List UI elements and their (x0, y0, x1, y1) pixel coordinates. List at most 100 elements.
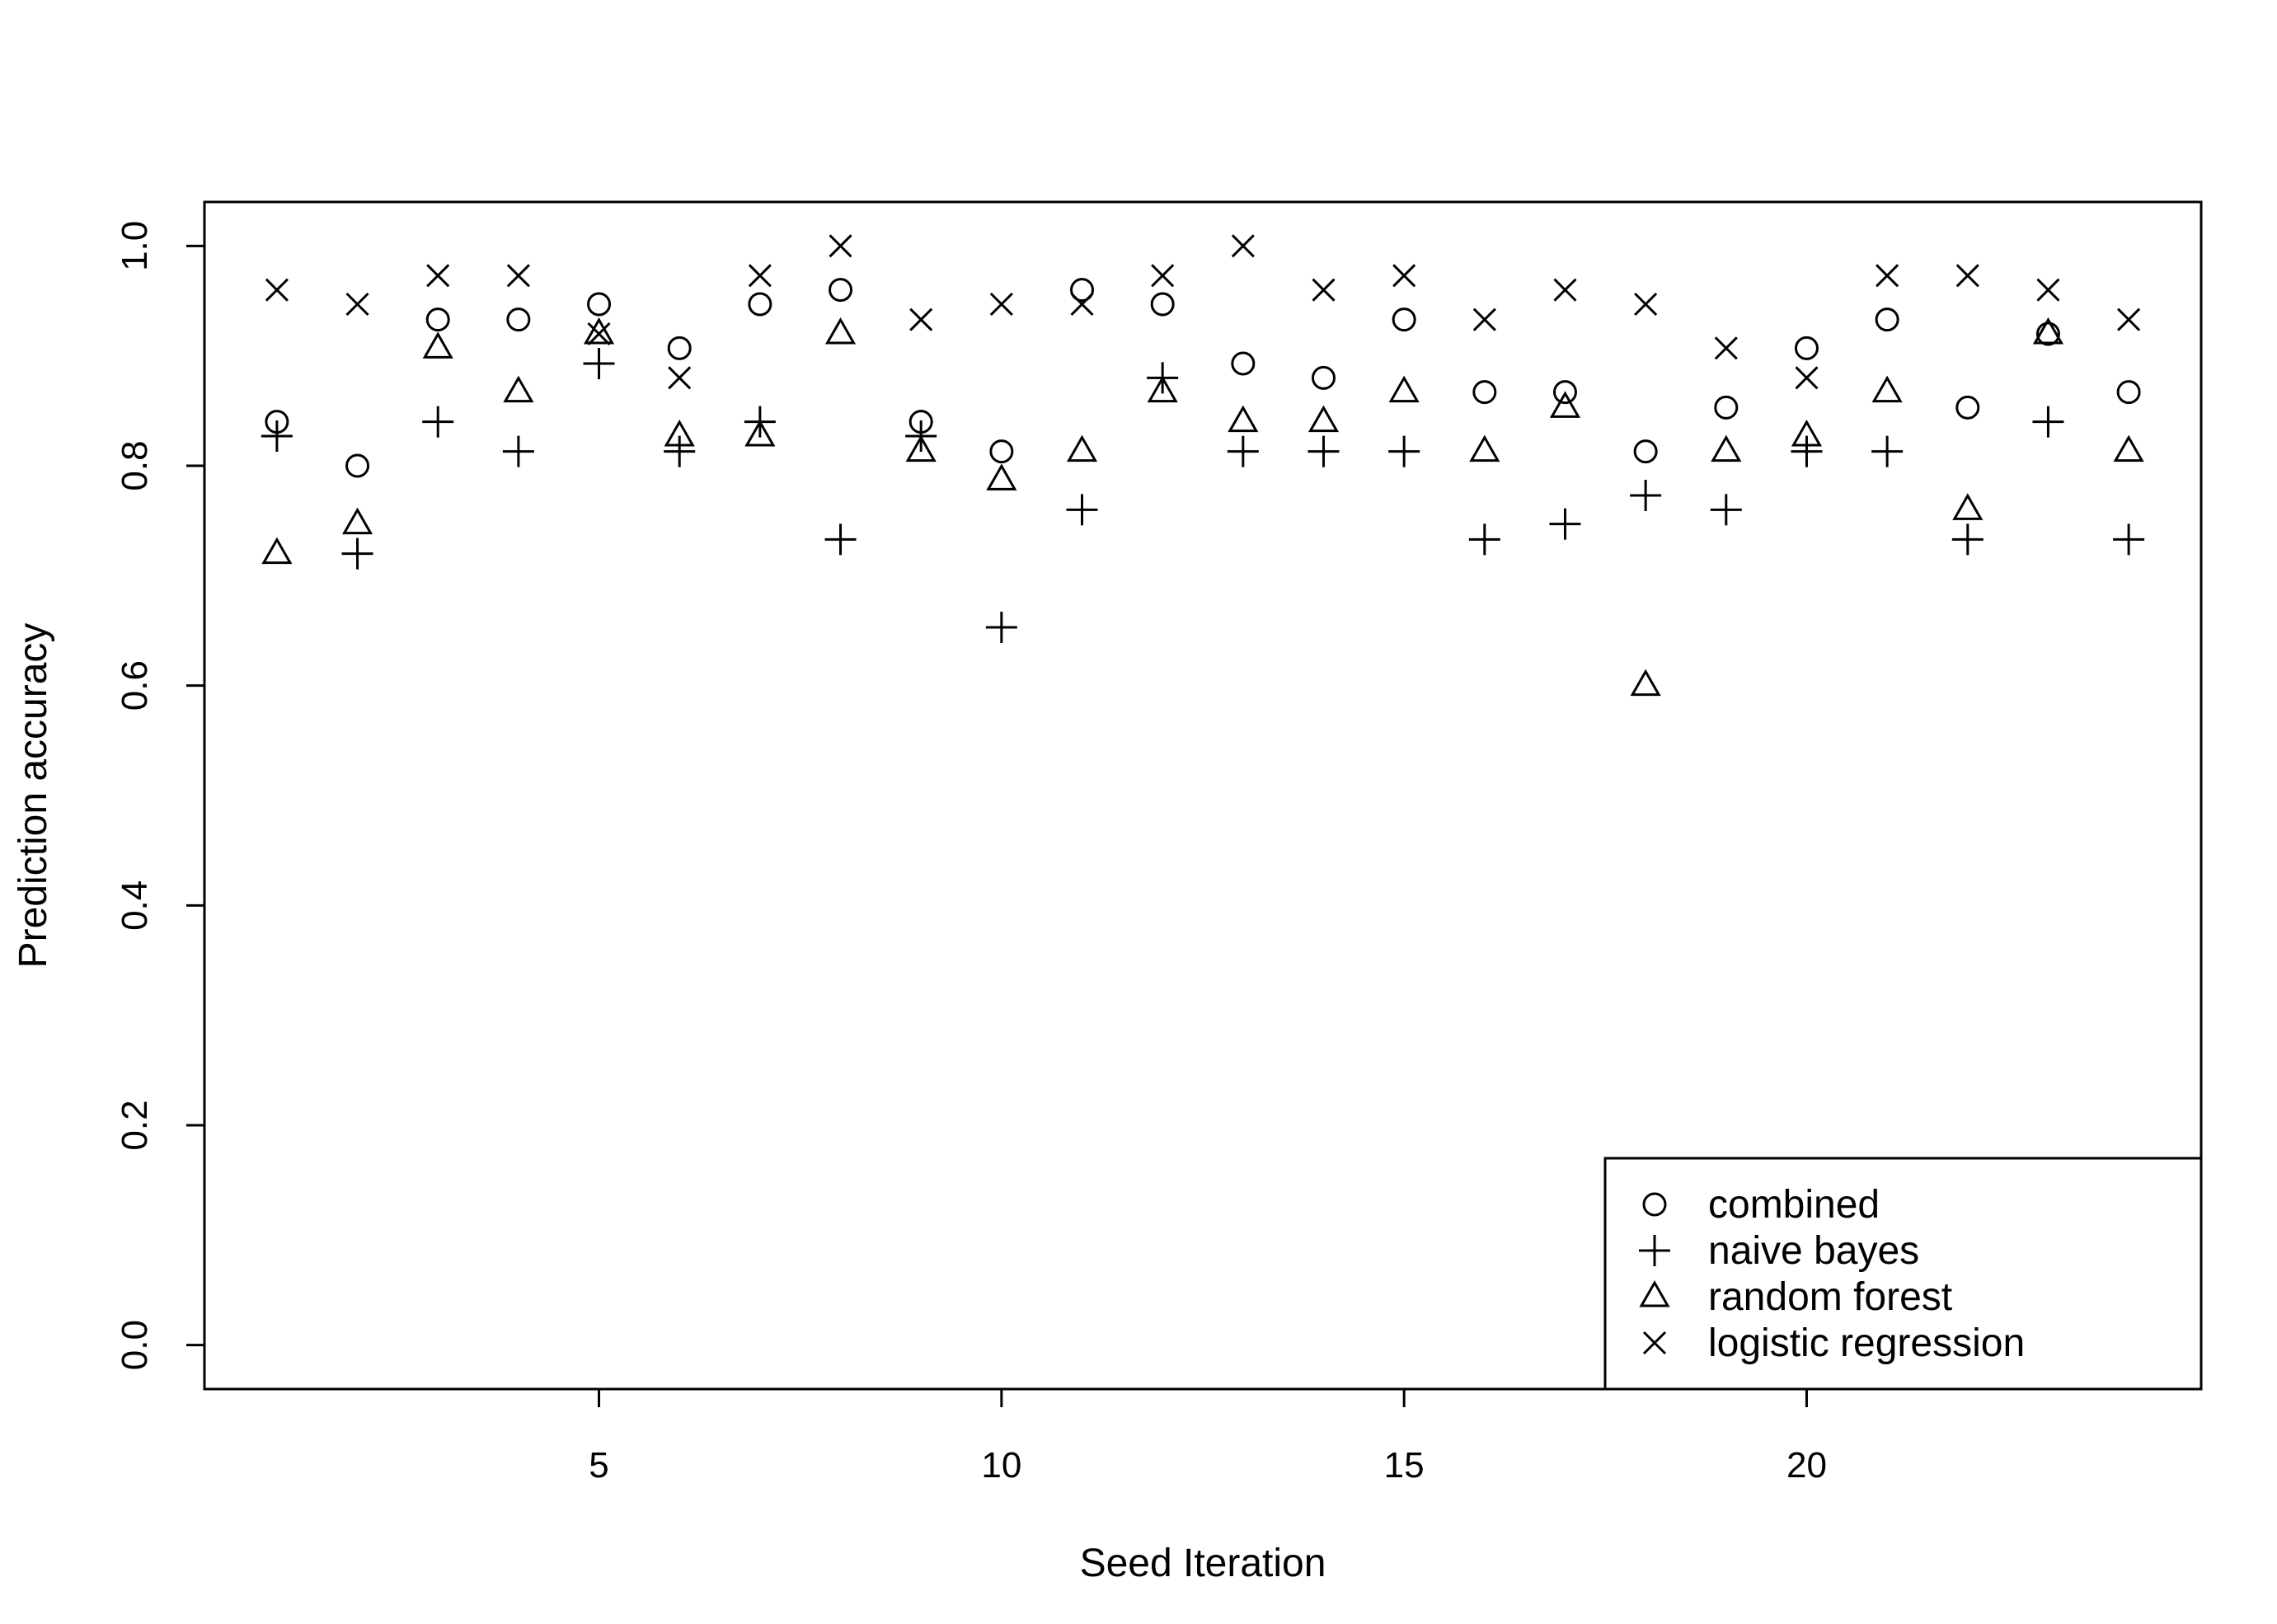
data-point (587, 292, 612, 317)
data-point (1311, 365, 1336, 390)
data-point (748, 292, 772, 317)
data-points (261, 234, 2145, 697)
legend-box (1603, 1157, 2203, 1391)
data-point (1951, 523, 1984, 556)
data-point (2113, 434, 2144, 462)
data-point (1955, 264, 1979, 288)
data-point (1066, 494, 1098, 526)
x-tick-label: 20 (1786, 1445, 1827, 1486)
data-point (2032, 317, 2064, 345)
data-point (1871, 375, 1903, 403)
data-point (1553, 278, 1577, 302)
data-point (583, 348, 615, 379)
data-point (1711, 434, 1742, 462)
data-point (829, 278, 853, 303)
data-point (986, 463, 1017, 490)
data-point (506, 307, 531, 332)
series-combined (265, 278, 2141, 478)
data-point (1875, 307, 1899, 332)
y-axis: 0.0 0.2 0.4 0.6 0.8 1.0 (115, 221, 206, 1370)
data-point (422, 406, 454, 438)
data-point (1791, 435, 1823, 467)
data-point (1388, 435, 1420, 467)
series-logistic-regression (265, 234, 2141, 390)
data-point (345, 292, 369, 317)
data-point (341, 537, 373, 570)
data-point (744, 419, 776, 447)
data-point (345, 453, 370, 478)
series-random-forest (261, 317, 2144, 697)
data-point (422, 331, 453, 359)
data-point (1070, 292, 1094, 317)
data-point (1795, 366, 1819, 390)
data-point (1312, 278, 1336, 302)
data-point (1070, 278, 1095, 303)
data-point (1066, 434, 1098, 462)
data-point (1231, 234, 1255, 258)
data-point (824, 317, 857, 345)
data-point (1472, 307, 1496, 331)
x-tick-label: 15 (1384, 1445, 1425, 1486)
data-point (2036, 278, 2060, 302)
data-point (2116, 380, 2141, 405)
data-point (1633, 439, 1658, 464)
data-point (1549, 391, 1581, 418)
data-point (506, 264, 530, 288)
x-axis: 5 10 15 20 (589, 1387, 1827, 1486)
data-point (1714, 395, 1739, 420)
data-point (1794, 336, 1819, 360)
legend-marker (1642, 1331, 1667, 1355)
data-point (668, 366, 692, 390)
data-point (909, 307, 933, 331)
data-point (1150, 292, 1175, 317)
legend-label: combined (1708, 1183, 1880, 1227)
data-point (1871, 435, 1904, 467)
x-axis-title: Seed Iteration (1080, 1542, 1326, 1585)
data-point (664, 435, 696, 467)
data-point (2117, 307, 2141, 331)
data-point (587, 322, 611, 346)
data-point (425, 307, 450, 332)
legend-item: naive bayes (1639, 1229, 1919, 1273)
legend-item: random forest (1639, 1275, 1952, 1319)
data-point (989, 439, 1014, 464)
data-point (1791, 419, 1823, 447)
legend-marker (1639, 1235, 1670, 1266)
legend-label: random forest (1708, 1275, 1952, 1319)
y-tick-label: 0.0 (115, 1320, 155, 1370)
y-tick-label: 1.0 (115, 221, 155, 271)
data-point (1552, 380, 1577, 405)
data-point (748, 264, 772, 288)
data-point (2113, 523, 2145, 556)
legend-label: naive bayes (1708, 1229, 1919, 1273)
data-point (1392, 307, 1416, 332)
data-point (1227, 435, 1259, 467)
data-point (426, 264, 450, 288)
data-point (1468, 523, 1500, 556)
legend-label: logistic regression (1708, 1321, 2025, 1365)
data-point (664, 419, 695, 447)
y-tick-label: 0.4 (115, 880, 155, 931)
y-tick-label: 0.2 (115, 1100, 155, 1150)
data-point (1308, 405, 1340, 433)
data-point (1151, 264, 1175, 288)
data-point (261, 537, 293, 565)
data-point (265, 278, 289, 302)
data-point (1714, 336, 1738, 360)
data-point (1308, 435, 1340, 467)
data-point (1231, 351, 1256, 376)
data-point (985, 612, 1017, 643)
legend-item: logistic regression (1642, 1321, 2025, 1365)
legend-marker (1642, 1192, 1667, 1217)
data-point (1392, 264, 1416, 288)
data-point (829, 234, 852, 258)
data-point (1630, 669, 1661, 697)
data-point (1952, 493, 1984, 520)
data-point (1634, 292, 1658, 317)
data-point (502, 435, 534, 467)
data-point (1469, 434, 1500, 462)
data-point (824, 523, 857, 556)
data-point (1955, 395, 1980, 420)
data-point (1876, 264, 1899, 288)
